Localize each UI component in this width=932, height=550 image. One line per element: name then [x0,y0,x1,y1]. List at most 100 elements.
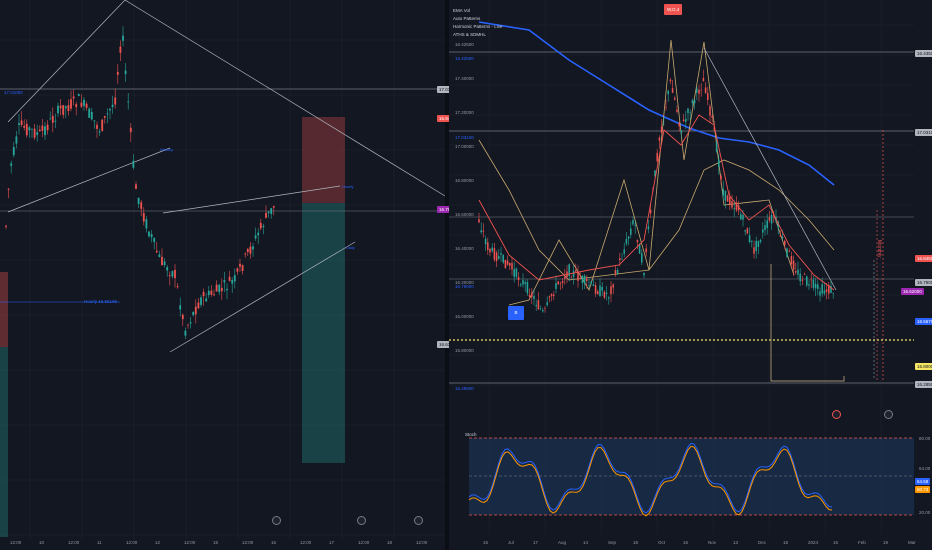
legend-item-1[interactable]: Auto Patterns [453,16,481,21]
right-event-icon-1[interactable] [832,410,841,419]
left-candle [137,197,140,205]
right-candle [722,188,724,196]
right-candle [581,275,584,283]
left-candle [153,237,156,243]
right-candle [548,296,551,298]
right-candle [733,208,735,209]
right-event-icon-2[interactable] [884,410,893,419]
right-candle [718,159,720,167]
left-candle [33,128,36,138]
left-candle [168,275,171,277]
right-candle [498,256,500,259]
legend-item-2[interactable]: Harmonic Patterns - Live [453,24,503,29]
right-candle [792,260,795,270]
right-candle [790,256,793,265]
right-candle [691,100,694,104]
right-candle [594,285,597,294]
stoch-label[interactable]: Stoch [465,432,477,437]
right-candle [667,90,669,95]
buy-signal-badge[interactable]: B [508,306,524,320]
right-candle [810,279,812,281]
right-candle [528,294,531,297]
right-candle [570,277,573,279]
right-candle [480,230,482,233]
right-candle [502,254,504,263]
left-alert-icon[interactable] [272,516,281,525]
left-candle [41,125,44,131]
right-candle [704,87,707,94]
left-candle [132,160,135,168]
left-candle [80,102,83,107]
right-candle [555,283,557,289]
right-candle [539,308,542,310]
right-candle [656,152,658,162]
right-candle [779,235,782,237]
right-chart-pane[interactable]: EMA Vol Auto Patterns Harmonic Patterns … [449,0,932,550]
right-candle [647,226,650,230]
right-chart-canvas[interactable] [449,0,932,550]
stoch-d-line [468,445,833,517]
left-candle [44,126,46,136]
left-candle [15,136,18,144]
right-candle [700,89,702,91]
left-candle [75,104,78,108]
left-time-tick: 16 [271,540,277,545]
stoch-tick: 80.00 [919,436,931,441]
left-chart-canvas[interactable] [0,0,445,550]
right-time-tick: Mar [908,540,916,545]
right-candle [830,286,832,293]
left-candle [122,35,124,41]
stoch-value-tag: 60.73 [915,486,931,493]
right-time-tick: Dec [758,540,767,545]
left-candle [155,250,158,253]
right-candle [568,264,570,276]
right-candle [740,214,742,220]
stoch-k-line [468,442,833,514]
left-price-tick: 16.20000 [455,280,474,285]
right-candle [614,270,617,274]
right-candle [643,273,645,276]
right-candle [693,100,696,104]
left-time-tick: 17 [329,540,335,545]
left-event-icon-2[interactable] [414,516,423,525]
right-candle [500,253,502,255]
right-candle [649,209,652,214]
ema-long-line [478,21,835,186]
left-candle [192,311,195,316]
left-axis-tag-low: 16.63995 [437,341,460,348]
right-candle [645,248,647,253]
left-candle [101,119,104,131]
pane-divider[interactable] [445,0,449,550]
right-time-tick: 18 [633,540,639,545]
left-time-tick: 12:00 [242,540,254,545]
right-candle [526,282,529,294]
left-candle [262,225,265,228]
left-chart-pane[interactable]: 17.01000 Hourly 16.86195 Weekly Hourly D… [0,0,473,550]
right-candle [823,290,826,294]
left-candle [64,106,67,109]
left-candle [267,211,270,214]
stoch-band [469,438,914,515]
pattern-top-badge[interactable]: W,D,4 [664,4,683,15]
right-candle [509,263,511,266]
right-time-tick: Aug [558,540,567,545]
left-time-tick: 12:00 [300,540,312,545]
left-candle [93,120,96,122]
legend-item-3[interactable]: ATHS & SDMHL [453,32,486,37]
right-candle [689,112,691,114]
left-axis-tag-red: 16.94306 [437,115,460,122]
right-candle [660,126,663,133]
right-price-tag: 16.84500 [915,255,932,262]
right-candle [482,230,485,232]
right-candle [599,285,601,297]
right-candle [781,236,784,239]
right-candle [627,236,630,239]
right-candle [632,220,634,225]
left-event-icon-1[interactable] [357,516,366,525]
left-candle [28,127,31,131]
right-candle [520,284,522,286]
left-candle [257,232,260,236]
left-candle [31,128,33,130]
left-candle [163,261,166,266]
legend-item-0[interactable]: EMA Vol [453,8,471,13]
